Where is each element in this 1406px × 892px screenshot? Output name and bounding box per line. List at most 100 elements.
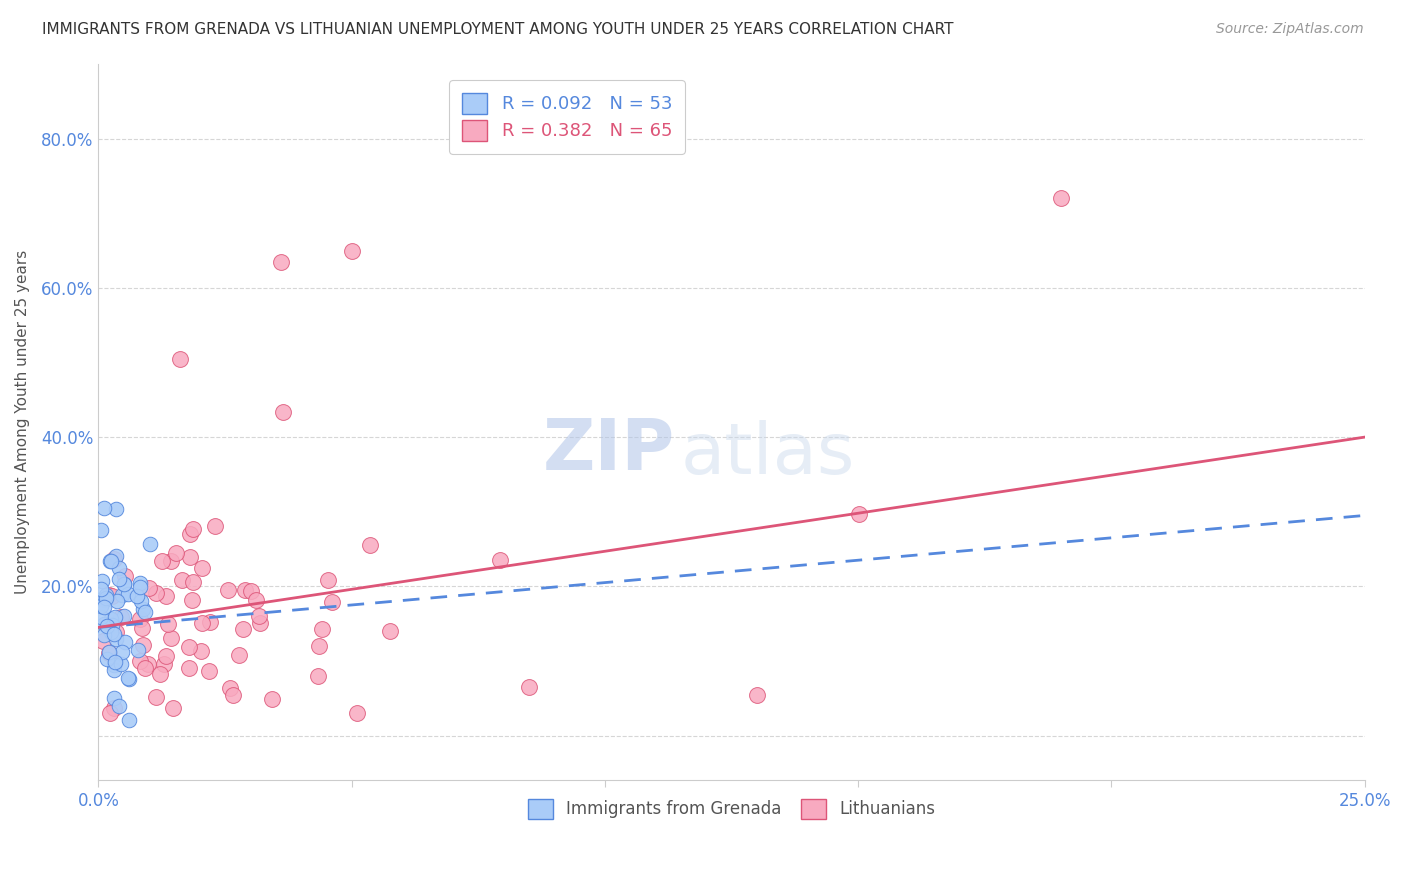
Point — [100, 618, 122, 632]
Text: IMMIGRANTS FROM GRENADA VS LITHUANIAN UNEMPLOYMENT AMONG YOUTH UNDER 25 YEARS CO: IMMIGRANTS FROM GRENADA VS LITHUANIAN UN… — [42, 22, 953, 37]
Point — [90, 523, 112, 537]
Point — [93, 600, 115, 615]
Point — [359, 538, 381, 552]
Point — [93, 628, 115, 642]
Point — [118, 713, 141, 727]
Point — [191, 560, 214, 574]
Point — [270, 254, 292, 268]
Point — [97, 646, 120, 660]
Point — [103, 627, 125, 641]
Point — [129, 575, 152, 590]
Point — [217, 582, 239, 597]
Point — [190, 643, 212, 657]
Point — [228, 648, 250, 662]
Point — [100, 554, 122, 568]
Point — [191, 616, 214, 631]
Point — [340, 244, 363, 258]
Point — [260, 692, 283, 706]
Point — [346, 706, 368, 720]
Point — [311, 622, 333, 636]
Point — [91, 592, 114, 607]
Point — [138, 657, 160, 672]
Point — [177, 640, 200, 654]
Point — [169, 351, 191, 366]
Point — [117, 671, 139, 685]
Point — [179, 527, 201, 541]
Point — [132, 638, 155, 652]
Point — [232, 622, 254, 636]
Point — [198, 615, 221, 630]
Point — [114, 569, 136, 583]
Point — [152, 554, 174, 568]
Point — [170, 573, 193, 587]
Point — [112, 577, 135, 591]
Point — [132, 602, 155, 616]
Point — [114, 635, 136, 649]
Point — [489, 553, 512, 567]
Point — [96, 588, 118, 602]
Point — [179, 661, 201, 675]
Point — [165, 546, 187, 560]
Point — [218, 681, 240, 696]
Point — [107, 572, 129, 586]
Point — [180, 593, 202, 607]
Point — [129, 580, 152, 594]
Point — [181, 575, 204, 590]
Point — [108, 561, 131, 575]
Point — [198, 665, 221, 679]
Point — [103, 691, 125, 706]
Point — [103, 663, 125, 677]
Point — [138, 582, 160, 596]
Point — [745, 688, 768, 702]
Point — [111, 587, 134, 601]
Point — [149, 667, 172, 681]
Point — [233, 582, 256, 597]
Point — [145, 690, 167, 704]
Point — [98, 553, 121, 567]
Point — [105, 549, 128, 563]
Point — [110, 610, 132, 624]
Point — [321, 595, 343, 609]
Point — [96, 619, 118, 633]
Point — [380, 624, 402, 638]
Point — [98, 706, 121, 720]
Point — [103, 701, 125, 715]
Point — [105, 594, 128, 608]
Point — [104, 609, 127, 624]
Point — [97, 645, 120, 659]
Point — [93, 616, 115, 631]
Point — [91, 574, 114, 589]
Point — [112, 577, 135, 591]
Point — [118, 673, 141, 687]
Point — [100, 589, 122, 603]
Point — [105, 624, 128, 639]
Point — [104, 655, 127, 669]
Y-axis label: Unemployment Among Youth under 25 years: Unemployment Among Youth under 25 years — [15, 250, 30, 594]
Point — [247, 609, 270, 624]
Point — [131, 621, 153, 635]
Point — [162, 701, 184, 715]
Point — [110, 657, 132, 671]
Point — [308, 639, 330, 653]
Point — [152, 657, 174, 671]
Point — [139, 537, 162, 551]
Point — [96, 652, 118, 666]
Point — [160, 554, 183, 568]
Point — [105, 501, 128, 516]
Point — [90, 582, 112, 596]
Point — [307, 669, 329, 683]
Point — [100, 612, 122, 626]
Point — [316, 574, 339, 588]
Point — [112, 609, 135, 624]
Point — [517, 680, 540, 694]
Point — [94, 591, 117, 605]
Point — [249, 615, 271, 630]
Point — [222, 688, 245, 702]
Point — [100, 625, 122, 640]
Point — [127, 589, 149, 603]
Point — [90, 599, 112, 613]
Point — [117, 587, 139, 601]
Point — [103, 658, 125, 673]
Point — [179, 550, 201, 565]
Point — [239, 584, 262, 599]
